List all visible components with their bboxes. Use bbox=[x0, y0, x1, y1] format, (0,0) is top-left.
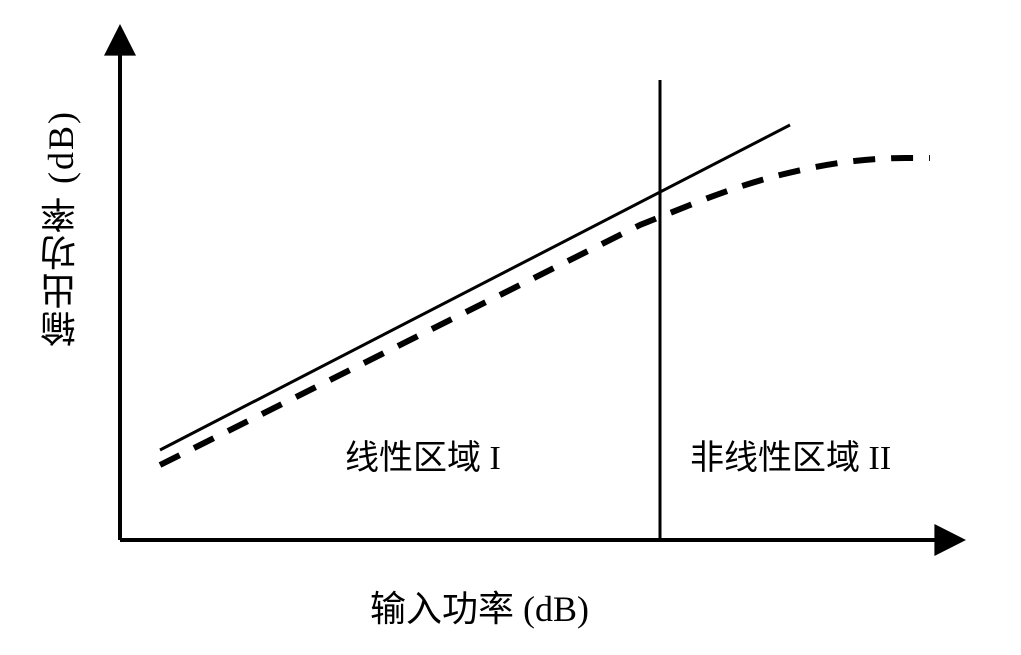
y-axis-label: 输出功率 (dB) bbox=[35, 110, 87, 347]
chart-svg bbox=[0, 0, 1021, 655]
amplifier-power-chart: 输出功率 (dB) 输入功率 (dB) 线性区域 I 非线性区域 II bbox=[0, 0, 1021, 655]
linear-region-label: 线性区域 I bbox=[345, 430, 501, 479]
nonlinear-region-label: 非线性区域 II bbox=[690, 430, 891, 479]
x-axis-label: 输入功率 (dB) bbox=[370, 580, 589, 632]
